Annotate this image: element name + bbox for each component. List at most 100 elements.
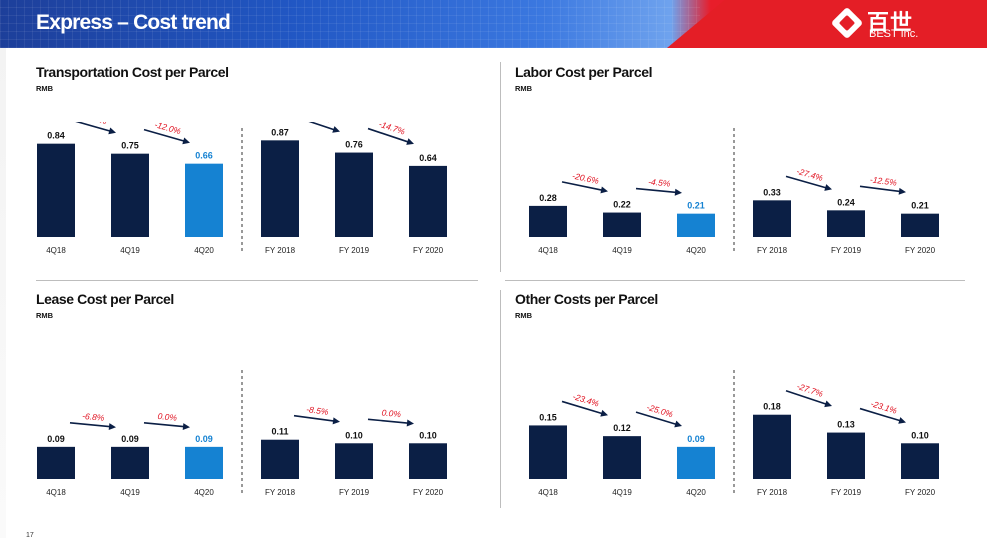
bar-fy-2018 <box>753 200 791 237</box>
page-number: 17 <box>26 532 34 539</box>
bar-fy-2020 <box>409 165 447 237</box>
category-label: FY 2019 <box>339 246 370 255</box>
change-percent-label: -4.5% <box>648 177 671 189</box>
change-arrow-head <box>406 138 414 145</box>
bar-value-label: 0.15 <box>539 412 557 422</box>
change-arrow-line <box>561 400 605 415</box>
change-arrow-head <box>600 409 608 417</box>
category-label: 4Q19 <box>612 488 632 497</box>
change-arrow-head <box>674 420 682 428</box>
change-percent-label: -14.7% <box>378 122 407 137</box>
chart-lease-cost: 0.09 4Q18 0.09 4Q19 0.09 4Q20 0.11 FY 2018 0.10 F… <box>37 370 447 497</box>
change-arrow-line <box>308 122 337 132</box>
panel-unit-transportation: RMB <box>36 84 54 93</box>
change-arrow-line <box>75 122 113 133</box>
change-arrow-head <box>332 126 340 133</box>
bar-value-label: 0.18 <box>763 402 781 412</box>
best-logo: 百世 BEST Inc. <box>830 6 953 43</box>
category-label: FY 2020 <box>905 488 936 497</box>
change-percent-label: -8.5% <box>306 404 330 417</box>
horizontal-divider-left <box>36 280 478 281</box>
category-label: 4Q18 <box>46 488 66 497</box>
change-percent-label: 0.0% <box>381 407 402 419</box>
bar-value-label: 0.12 <box>613 423 631 433</box>
bar-value-label: 0.09 <box>47 434 65 444</box>
bar-value-label: 0.10 <box>345 430 363 440</box>
category-label: 4Q20 <box>194 246 214 255</box>
panel-unit-other: RMB <box>515 311 533 320</box>
chart-transportation-cost: 0.84 4Q18 0.75 4Q19 0.66 4Q20 0.87 FY 2018 0.76 F… <box>37 122 447 255</box>
category-label: 4Q19 <box>120 246 140 255</box>
change-arrow-line <box>635 411 679 426</box>
logo-chinese-text: 百世 <box>867 10 914 35</box>
page-title: Express – Cost trend <box>36 11 231 34</box>
category-label: FY 2019 <box>831 246 862 255</box>
bar-value-label: 0.87 <box>271 127 289 137</box>
change-arrow-head <box>108 423 116 431</box>
category-label: 4Q18 <box>46 246 66 255</box>
change-percent-label: 0.0% <box>157 411 178 423</box>
bar-value-label: 0.10 <box>911 430 929 440</box>
change-arrow-head <box>406 419 414 427</box>
bar-4q18 <box>529 205 567 237</box>
category-label: FY 2018 <box>265 246 296 255</box>
category-label: FY 2018 <box>757 246 788 255</box>
bar-value-label: 0.13 <box>837 420 855 430</box>
change-arrow-line <box>859 185 903 193</box>
change-arrow-line <box>69 422 113 428</box>
change-arrow-head <box>182 423 190 431</box>
panel-unit-lease: RMB <box>36 311 54 320</box>
bar-value-label: 0.76 <box>345 140 363 150</box>
category-label: FY 2018 <box>265 488 296 497</box>
bar-fy-2019 <box>335 152 373 237</box>
bar-value-label: 0.75 <box>121 141 139 151</box>
bar-fy-2020 <box>901 213 939 237</box>
bar-value-label: 0.22 <box>613 200 631 210</box>
bar-value-label: 0.09 <box>195 434 213 444</box>
bar-4q20 <box>677 446 715 479</box>
banner-pattern <box>0 0 700 48</box>
bar-4q19 <box>603 212 641 237</box>
header-banner: Express – Cost trend 百世 BEST Inc. <box>0 0 987 48</box>
category-label: FY 2019 <box>831 488 862 497</box>
change-arrow-line <box>785 389 829 406</box>
bar-value-label: 0.21 <box>687 201 705 211</box>
bar-value-label: 0.10 <box>419 430 437 440</box>
bar-value-label: 0.28 <box>539 193 557 203</box>
panel-title-transportation: Transportation Cost per Parcel <box>36 64 229 80</box>
bar-value-label: 0.09 <box>121 434 139 444</box>
category-label: FY 2020 <box>413 246 444 255</box>
category-label: 4Q20 <box>686 488 706 497</box>
panel-unit-labor: RMB <box>515 84 533 93</box>
bar-fy-2018 <box>753 414 791 479</box>
bar-4q20 <box>677 213 715 237</box>
change-arrow-line <box>635 187 679 194</box>
bar-4q18 <box>529 425 567 479</box>
bar-fy-2018 <box>261 439 299 479</box>
change-arrow-head <box>824 184 832 191</box>
bar-value-label: 0.64 <box>419 153 437 163</box>
bar-4q18 <box>37 446 75 479</box>
change-arrow-line <box>367 127 411 144</box>
category-label: FY 2019 <box>339 488 370 497</box>
change-arrow-head <box>108 127 116 135</box>
change-percent-label: -6.8% <box>82 411 105 423</box>
category-label: 4Q19 <box>612 246 632 255</box>
vertical-divider-top <box>500 62 501 272</box>
bar-value-label: 0.11 <box>271 427 288 437</box>
bar-fy-2018 <box>261 140 299 237</box>
bar-fy-2020 <box>409 443 447 479</box>
change-arrow-line <box>561 181 605 192</box>
bar-value-label: 0.66 <box>195 151 213 161</box>
change-arrow-head <box>332 417 340 425</box>
bar-value-label: 0.84 <box>47 131 65 141</box>
vertical-divider-bottom <box>500 290 501 508</box>
change-percent-label: -12.5% <box>869 174 897 187</box>
left-margin-strip <box>0 48 6 538</box>
chart-labor-cost: 0.28 4Q18 0.22 4Q19 0.21 4Q20 0.33 FY 2018 0.24 F… <box>529 128 939 255</box>
change-arrow-line <box>143 422 187 428</box>
bar-value-label: 0.24 <box>837 197 855 207</box>
bar-fy-2019 <box>827 210 865 237</box>
bar-4q19 <box>111 446 149 479</box>
panel-title-lease: Lease Cost per Parcel <box>36 291 174 307</box>
